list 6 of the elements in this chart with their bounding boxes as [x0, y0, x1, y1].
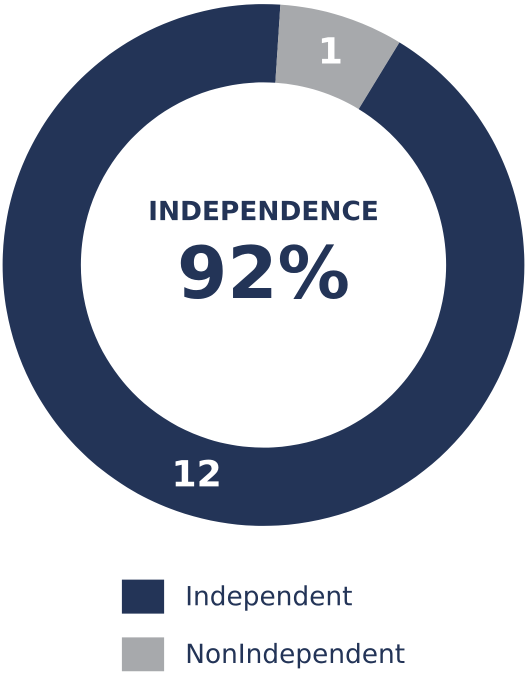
legend-label: NonIndependent: [188, 642, 404, 668]
data-label: 1: [322, 37, 340, 64]
text: 92%: [180, 244, 348, 299]
legend-label: Independent: [188, 585, 352, 611]
text: INDEPENDENCE: [150, 200, 377, 220]
data-label: 12: [176, 460, 219, 486]
